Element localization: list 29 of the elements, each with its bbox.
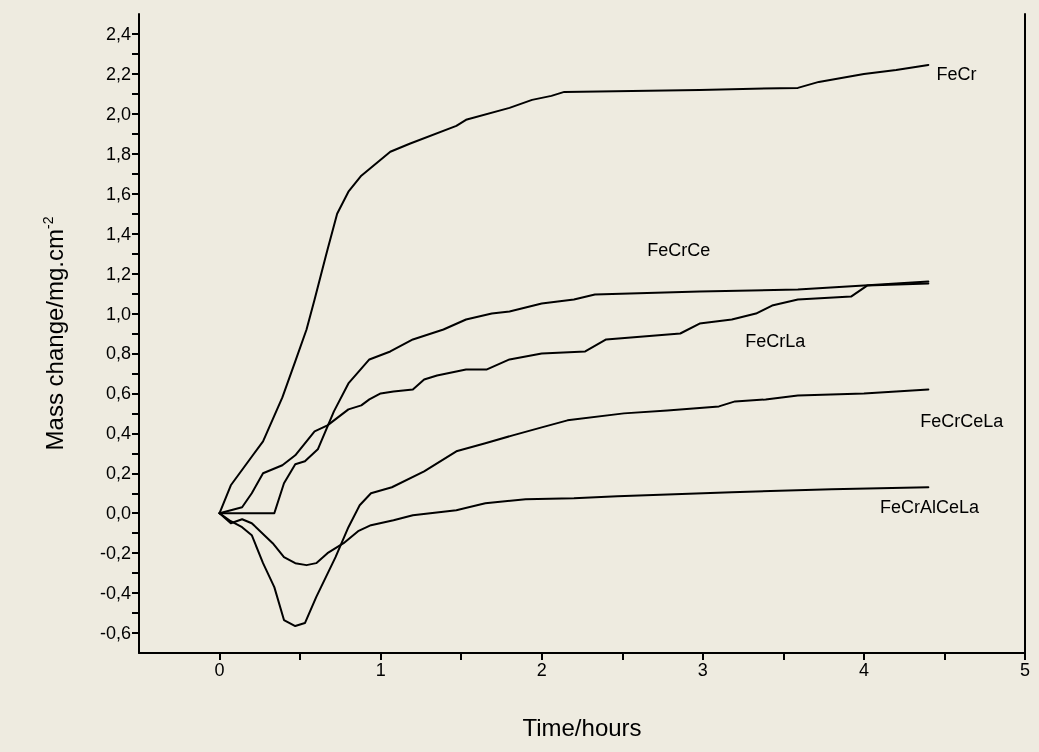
series-label: FeCr: [936, 63, 977, 84]
y-tick-label: -0,4: [99, 583, 131, 604]
y-tick-label: 1,0: [105, 303, 131, 324]
y-tick-label: -0,6: [99, 623, 131, 644]
y-tick-label: 1,8: [105, 143, 131, 164]
y-axis-title: Mass change/mg.cm-2: [40, 216, 68, 451]
y-tick-label: 0,2: [105, 463, 131, 484]
y-tick-label: 1,2: [105, 263, 131, 284]
x-tick-label: 5: [1019, 660, 1031, 680]
x-tick-label: 0: [214, 660, 225, 680]
x-tick-label: 1: [375, 660, 386, 680]
y-tick-label: 0,0: [105, 503, 131, 524]
series-label: FeCrCe: [647, 239, 711, 260]
y-tick-label: 0,6: [105, 383, 131, 404]
series-label: FeCrAlCeLa: [880, 497, 981, 518]
x-tick-label: 3: [697, 660, 708, 680]
y-tick-label: 2,0: [105, 103, 131, 124]
y-tick-label: -0,2: [99, 543, 131, 564]
series-label: FeCrLa: [745, 331, 807, 352]
x-tick-label: 2: [536, 660, 547, 680]
x-axis-title: Time/hours: [522, 713, 642, 741]
y-tick-label: 2,4: [105, 23, 131, 44]
series-label: FeCrCeLa: [920, 411, 1005, 432]
x-tick-label: 4: [858, 660, 869, 680]
y-tick-label: 0,8: [105, 343, 131, 364]
y-tick-label: 0,4: [105, 423, 131, 444]
y-tick-label: 1,4: [105, 223, 131, 244]
y-tick-label: 1,6: [105, 183, 131, 204]
y-tick-label: 2,2: [105, 63, 131, 84]
